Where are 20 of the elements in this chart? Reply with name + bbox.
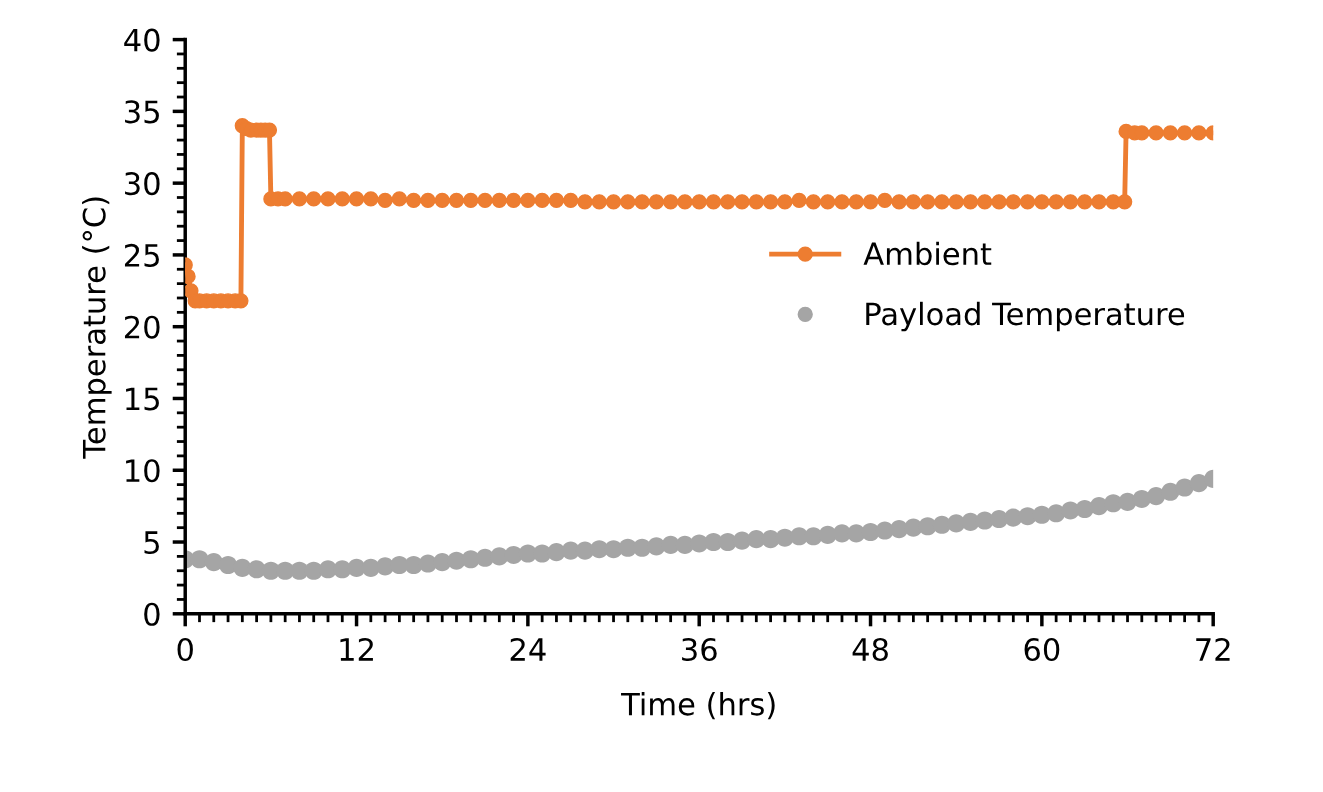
- y-tick-label: 15: [126, 387, 159, 411]
- y-tick-label: 20: [124, 315, 160, 339]
- x-tick-label: 48: [852, 637, 888, 662]
- y-tick-label: 5: [144, 531, 159, 555]
- x-tick-label: 24: [510, 637, 546, 661]
- x-tick-label: 60: [1024, 637, 1060, 662]
- y-tick-label: 30: [125, 172, 160, 196]
- y-tick-label: 0: [144, 602, 160, 626]
- x-tick-label: 72: [1196, 637, 1230, 661]
- legend-label: Ambient: [863, 241, 992, 266]
- x-tick-label: 0: [177, 637, 193, 662]
- y-axis-title: Temperature (°C): [82, 197, 112, 459]
- x-tick-label: 12: [340, 637, 373, 661]
- y-tick-label: 35: [125, 100, 159, 124]
- y-tick-label: 25: [124, 243, 159, 267]
- legend-label: Payload Temperature: [866, 301, 1185, 332]
- y-tick-label: 40: [124, 28, 160, 52]
- x-tick-label: 36: [682, 637, 717, 662]
- y-tick-label: 10: [126, 459, 160, 483]
- x-axis-title: Time (hrs): [621, 691, 775, 720]
